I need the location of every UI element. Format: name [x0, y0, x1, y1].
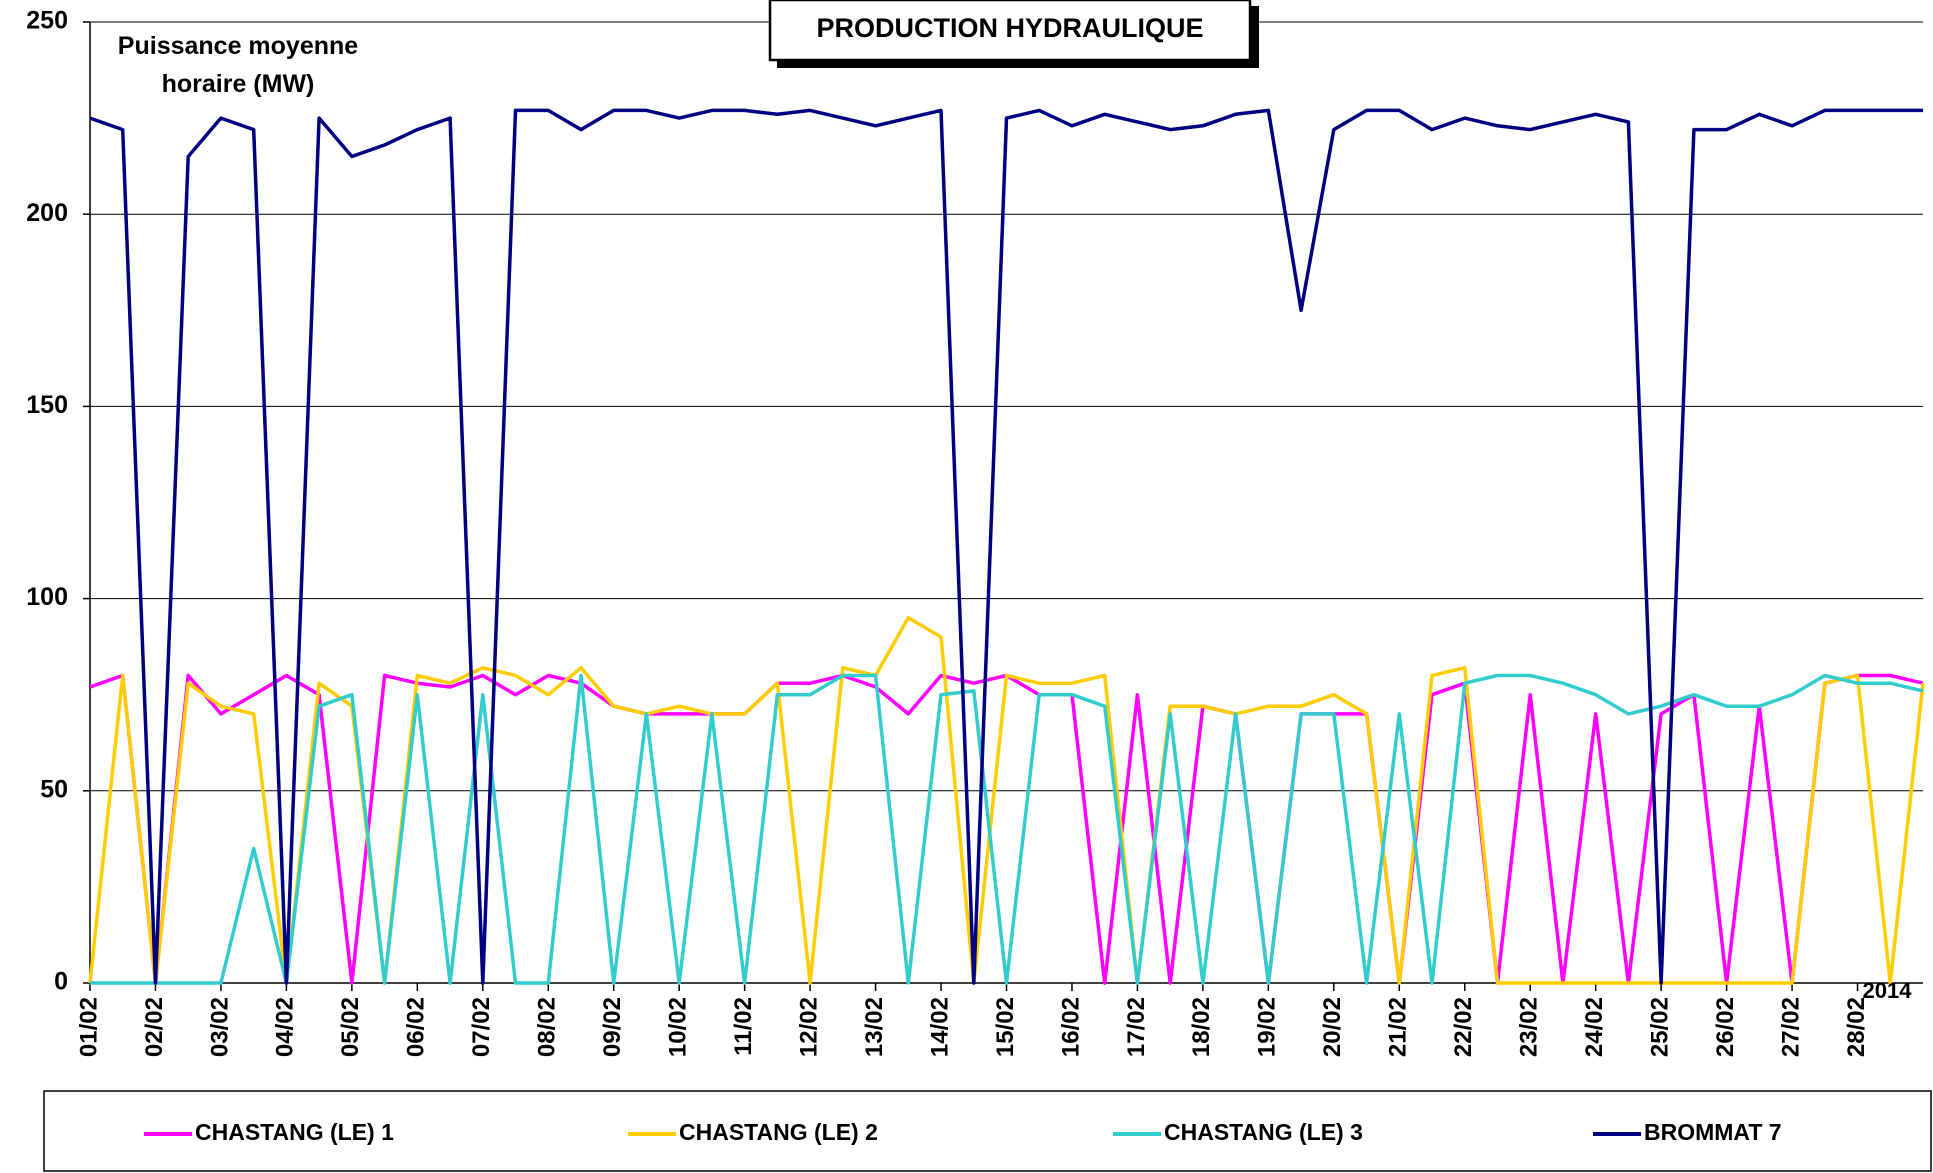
legend-label: BROMMAT 7	[1644, 1119, 1782, 1145]
y-tick-label: 0	[54, 968, 68, 996]
title-box	[768, 0, 1252, 62]
x-tick-label: 14/02	[926, 997, 953, 1057]
x-tick-label: 13/02	[861, 997, 888, 1057]
y-tick-label: 150	[26, 391, 68, 419]
x-tick-label: 04/02	[272, 997, 299, 1057]
x-tick-label: 15/02	[992, 997, 1019, 1057]
x-tick-label: 20/02	[1319, 997, 1346, 1057]
y-tick-label: 250	[26, 7, 68, 35]
x-tick-label: 01/02	[75, 997, 102, 1057]
x-tick-label: 07/02	[468, 997, 495, 1057]
x-tick-label: 25/02	[1646, 997, 1673, 1057]
y-axis-label: Puissance moyenne horaire (MW)	[118, 32, 358, 98]
y-tick-label: 200	[26, 199, 68, 227]
label-bg	[94, 24, 384, 104]
x-tick-label: 10/02	[665, 997, 692, 1057]
x-tick-label: 26/02	[1712, 997, 1739, 1057]
legend-label: CHASTANG (LE) 2	[679, 1119, 878, 1145]
x-tick-label: 23/02	[1516, 997, 1543, 1057]
legend-label: CHASTANG (LE) 3	[1164, 1119, 1363, 1145]
legend-label: CHASTANG (LE) 1	[195, 1119, 394, 1145]
x-tick-label: 16/02	[1057, 997, 1084, 1057]
x-tick-label: 21/02	[1385, 997, 1412, 1057]
x-tick-label: 09/02	[599, 997, 626, 1057]
series-line	[89, 108, 1923, 985]
x-tick-label: 18/02	[1188, 997, 1215, 1057]
x-tick-label: 06/02	[403, 997, 430, 1057]
x-tick-label: 22/02	[1450, 997, 1477, 1057]
series-line	[90, 673, 1924, 985]
legend-box	[43, 1090, 1932, 1172]
x-tick-label: 24/02	[1581, 997, 1608, 1057]
x-tick-label: 17/02	[1123, 997, 1150, 1057]
x-tick-label: 11/02	[730, 997, 757, 1056]
x-tick-label: 27/02	[1777, 997, 1804, 1057]
x-tick-label: 02/02	[141, 997, 168, 1057]
x-tick-label: 12/02	[795, 997, 822, 1057]
x-tick-label: 19/02	[1254, 997, 1281, 1057]
annotation: 2014	[1863, 978, 1913, 1003]
x-tick-label: 05/02	[337, 997, 364, 1057]
y-tick-label: 100	[26, 583, 68, 611]
y-tick-label: 50	[40, 775, 68, 803]
x-tick-label: 28/02	[1843, 997, 1870, 1057]
chart-title: PRODUCTION HYDRAULIQUE	[816, 13, 1203, 43]
x-tick-label: 08/02	[534, 997, 561, 1057]
x-tick-label: 03/02	[206, 997, 233, 1057]
